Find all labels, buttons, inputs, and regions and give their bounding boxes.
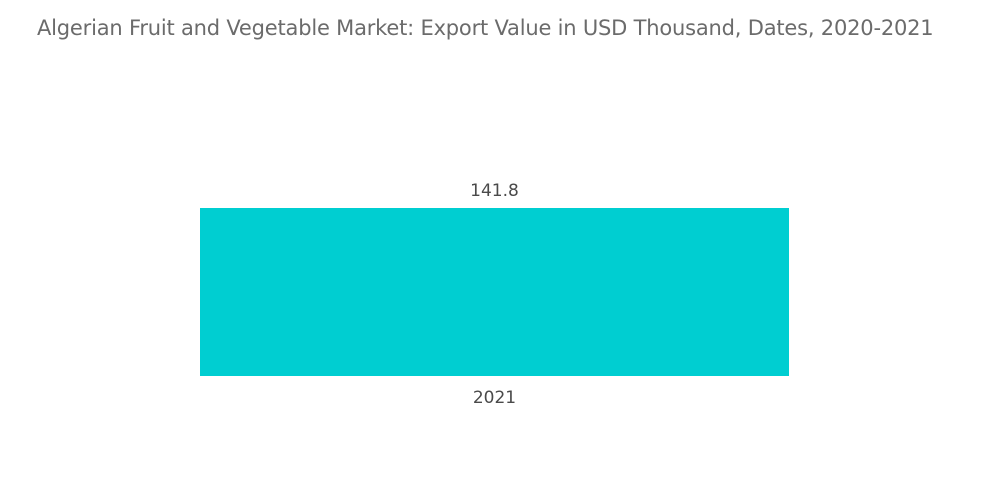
data-label-2021: 141.8 bbox=[470, 181, 519, 201]
x-tick-label-2021: 2021 bbox=[473, 388, 516, 408]
chart-title: Algerian Fruit and Vegetable Market: Exp… bbox=[37, 16, 934, 40]
bar-2021 bbox=[200, 208, 789, 376]
